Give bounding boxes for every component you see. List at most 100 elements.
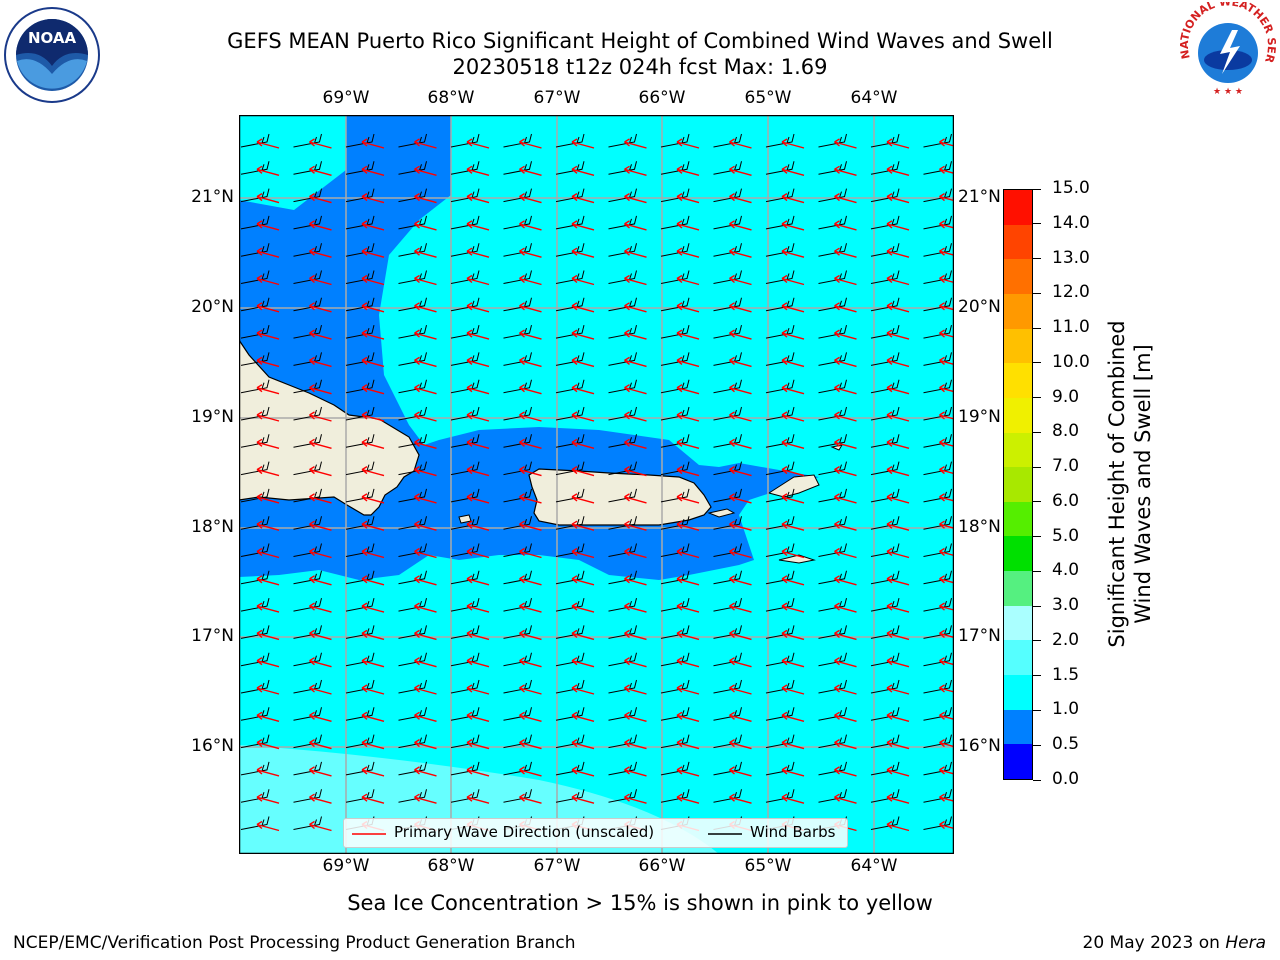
hispaniola-landmass xyxy=(238,338,420,516)
longitude-label-bottom: 66°W xyxy=(638,856,686,876)
wave-direction-arrow xyxy=(466,329,490,340)
wind-barb xyxy=(660,243,690,257)
colorbar-label: Significant Height of Combined Wind Wave… xyxy=(1104,320,1156,647)
wind-barb xyxy=(293,734,322,749)
colorbar-tick-label: 9.0 xyxy=(1052,386,1080,407)
chart-subtitle: 20230518 t12z 024h fcst Max: 1.69 xyxy=(452,55,828,79)
wind-barb xyxy=(555,734,585,749)
wind-barb xyxy=(555,270,585,284)
wave-direction-arrow xyxy=(309,520,332,531)
wave-direction-arrow xyxy=(729,138,752,149)
latitude-label-left: 17°N xyxy=(191,626,234,646)
wind-barb xyxy=(555,434,585,448)
wave-direction-arrow xyxy=(729,520,752,531)
wind-barb xyxy=(713,133,742,148)
colorbar-tick-mark xyxy=(1033,744,1041,746)
wave-direction-arrow xyxy=(361,438,385,449)
wave-direction-arrow xyxy=(466,657,490,668)
wind-barb xyxy=(503,652,532,667)
wind-barb xyxy=(608,652,637,667)
wind-barb xyxy=(503,543,532,557)
wind-barb xyxy=(608,488,637,503)
wind-barb xyxy=(450,597,480,612)
colorbar-cell xyxy=(1004,640,1032,676)
wave-direction-arrow xyxy=(361,384,385,395)
wind-barb xyxy=(660,406,690,421)
wind-barb xyxy=(923,406,952,421)
wave-direction-arrow xyxy=(624,575,647,586)
wind-barb xyxy=(503,734,532,749)
wave-direction-arrow xyxy=(676,547,700,559)
wind-barb xyxy=(293,625,322,639)
colorbar-cell xyxy=(1004,190,1032,225)
wave-direction-arrow xyxy=(676,711,700,722)
wind-barb xyxy=(398,707,427,721)
wave-direction-arrow xyxy=(361,520,385,531)
wind-barb xyxy=(503,597,532,612)
wind-barb xyxy=(923,188,952,203)
wave-direction-arrow xyxy=(729,274,752,286)
wind-barb xyxy=(398,597,427,612)
wave-direction-arrow xyxy=(466,465,490,477)
latitude-label-right: 20°N xyxy=(958,297,1001,317)
wind-barb xyxy=(293,652,322,667)
wind-barb xyxy=(398,297,427,312)
wind-barb xyxy=(398,652,427,667)
wind-barb xyxy=(765,543,795,557)
wind-barb xyxy=(713,434,742,448)
wave-direction-arrow xyxy=(309,493,332,504)
wind-barb xyxy=(765,133,795,148)
wind-barb xyxy=(345,406,375,421)
wind-barb xyxy=(660,707,690,721)
wave-direction-arrow xyxy=(886,192,910,204)
wind-barb xyxy=(818,352,847,366)
wave-direction-arrow xyxy=(309,465,332,477)
wind-barb xyxy=(818,488,847,503)
wind-barb xyxy=(818,188,847,203)
wind-barb xyxy=(555,570,585,585)
colorbar-tick-label: 6.0 xyxy=(1052,490,1080,511)
wave-direction-arrow xyxy=(571,138,595,149)
wind-barb xyxy=(870,161,900,175)
wave-direction-arrow xyxy=(886,547,910,559)
wind-barb xyxy=(398,270,427,284)
wave-direction-arrow xyxy=(309,192,332,204)
colorbar-tick-label: 4.0 xyxy=(1052,560,1080,581)
wave-direction-arrow xyxy=(571,711,595,722)
wave-direction-arrow xyxy=(361,220,385,231)
colorbar-tick-mark xyxy=(1033,779,1041,781)
wind-barb xyxy=(818,570,847,585)
wind-barb xyxy=(555,516,585,530)
wave-direction-arrow xyxy=(729,493,752,504)
wave-direction-arrow xyxy=(519,575,542,586)
wind-barb xyxy=(555,133,585,148)
wave-direction-arrow xyxy=(571,657,595,668)
wind-barb xyxy=(503,434,532,448)
wave-direction-arrow xyxy=(729,465,752,477)
wind-barb xyxy=(870,379,900,394)
wind-barb xyxy=(818,215,847,230)
wind-barb xyxy=(870,707,900,721)
wind-barb xyxy=(923,352,952,366)
colorbar-tick-label: 1.0 xyxy=(1052,699,1080,720)
wind-barb xyxy=(240,543,270,557)
wave-direction-arrow xyxy=(886,329,910,340)
wind-barb xyxy=(923,324,952,339)
wind-barb xyxy=(345,488,375,503)
wave-direction-arrow xyxy=(729,384,752,395)
wind-barb xyxy=(818,679,847,694)
wind-barb xyxy=(398,352,427,366)
wind-barb xyxy=(240,133,270,148)
wind-barb xyxy=(660,324,690,339)
wave-direction-arrow xyxy=(414,438,437,449)
wind-barb xyxy=(503,570,532,585)
wind-barb xyxy=(240,734,270,749)
wind-barb xyxy=(345,270,375,284)
wind-barb xyxy=(923,488,952,503)
wave-direction-arrow xyxy=(414,547,437,559)
wind-barb xyxy=(398,679,427,694)
wave-direction-arrow xyxy=(624,356,647,368)
wind-barb xyxy=(923,597,952,612)
wind-barb xyxy=(555,215,585,230)
wave-direction-arrow xyxy=(414,684,437,695)
